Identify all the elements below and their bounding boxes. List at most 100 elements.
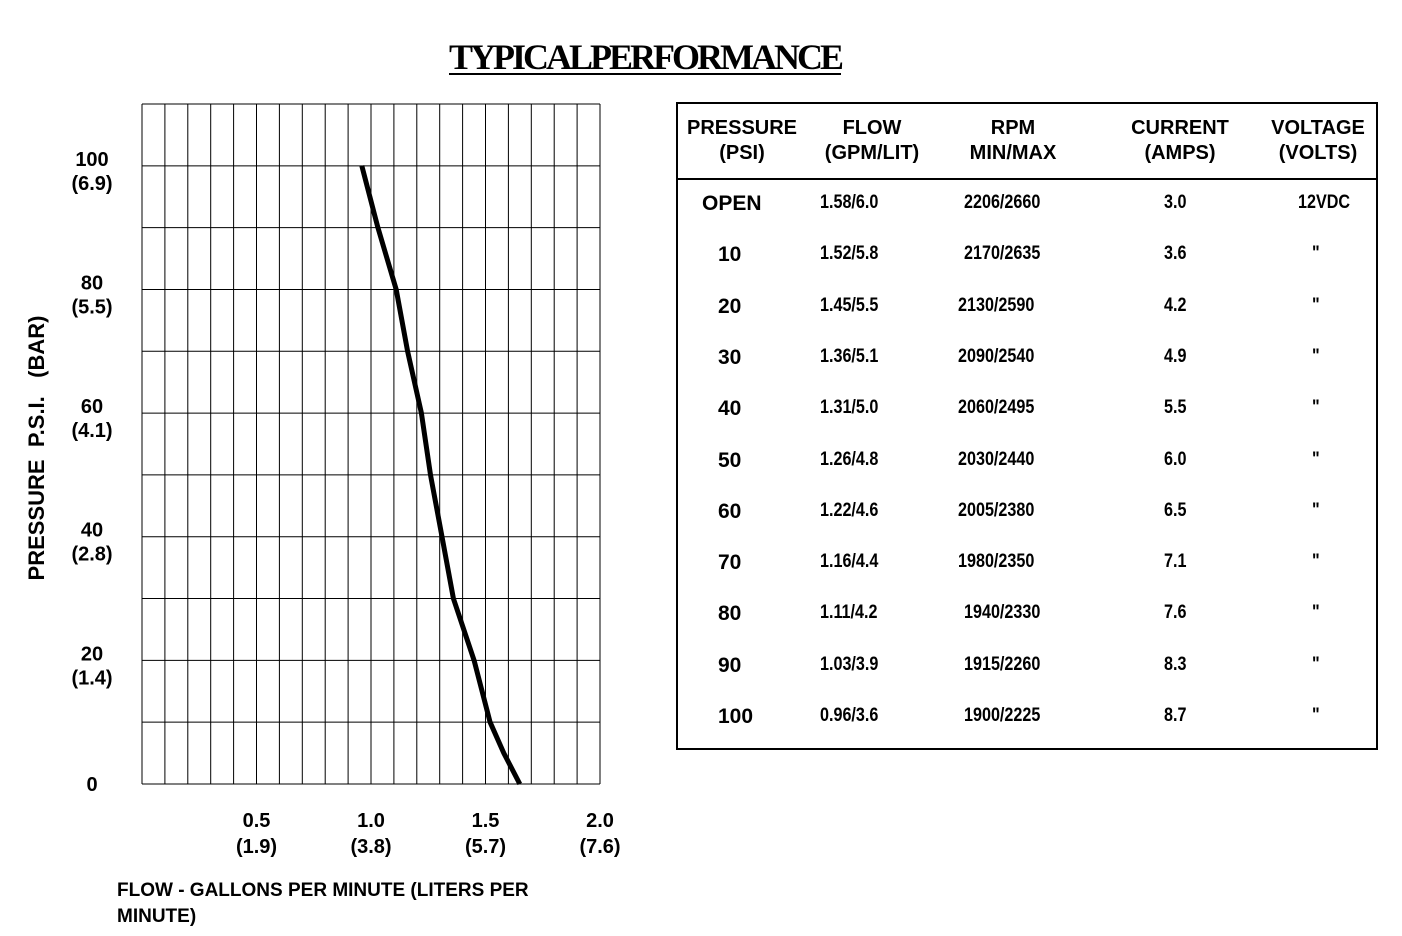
table-cell: 1915/2260 [964,653,1041,675]
table-row: 60 1.22/4.6 2005/2380 6.5 " [678,500,1376,551]
table-cell: 20 [718,294,742,318]
table-row: 80 1.11/4.2 1940/2330 7.6 " [678,602,1376,653]
table-cell: 1940/2330 [964,602,1041,624]
y-tick-label: 100 [75,149,108,171]
table-cell: 3.6 [1164,243,1187,265]
x-axis-label: FLOW - GALLONS PER MINUTE (LITERS PER MI… [117,880,529,927]
y-tick-label: 20 [81,643,103,665]
column-header: CURRENT (AMPS) [1124,116,1236,166]
x-tick-sublabel: (3.8) [350,836,391,858]
table-cell: 1.03/3.9 [820,653,879,675]
y-axis-label: PRESSURE P.S.I. (BAR) [24,315,49,581]
table-cell: 1.52/5.8 [820,243,879,265]
table-cell: 10 [718,243,742,267]
table-cell: 1980/2350 [958,551,1035,573]
table-cell: 1.45/5.5 [820,294,879,316]
column-header: RPM MIN/MAX [958,116,1068,166]
table-row: 100 0.96/3.6 1900/2225 8.7 " [678,705,1376,756]
table-row: 70 1.16/4.4 1980/2350 7.1 " [678,551,1376,602]
table-header: PRESSURE (PSI) FLOW (GPM/LIT) RPM MIN/MAX CURR… [678,104,1376,180]
table-cell: 1.31/5.0 [820,397,879,419]
table-cell: 7.6 [1164,602,1187,624]
x-tick-sublabel: (7.6) [579,836,620,858]
table-cell: OPEN [702,192,762,215]
column-header-line: (VOLTS) [1278,142,1358,164]
table-row: 90 1.03/3.9 1915/2260 8.3 " [678,654,1376,705]
table-cell: 2060/2495 [958,397,1035,419]
performance-table: PRESSURE (PSI) FLOW (GPM/LIT) RPM MIN/MAX CURR… [676,102,1378,750]
table-cell: 100 [718,705,754,728]
page-title: TYPICALPERFORMANCE [449,37,844,77]
table-cell: " [1312,294,1320,316]
table-cell: 7.1 [1164,551,1187,573]
column-header-line: CURRENT [1131,117,1229,139]
x-tick-sublabel: (1.9) [236,836,277,858]
performance-curve [359,165,523,786]
table-cell: " [1312,448,1320,470]
table-cell: 4.2 [1164,294,1187,316]
table-cell: " [1312,243,1320,265]
table-cell: 1.22/4.6 [820,499,879,521]
table-cell: 2130/2590 [958,294,1035,316]
table-cell: 60 [718,499,742,523]
x-tick-label: 1.5 [472,810,500,832]
table-cell: 90 [718,653,742,677]
table-cell: " [1312,551,1320,573]
table-cell: 50 [718,448,742,472]
column-header: FLOW (GPM/LIT) [814,116,930,166]
table-cell: " [1312,653,1320,675]
table-cell: " [1312,499,1320,521]
y-tick-sublabel: (1.4) [71,667,112,689]
x-tick-label: 1.0 [357,810,385,832]
table-cell: " [1312,397,1320,419]
table-row: OPEN 1.58/6.0 2206/2660 3.0 12VDC [678,192,1376,243]
table-cell: 2170/2635 [964,243,1041,265]
table-cell: 80 [718,602,742,626]
table-cell: " [1312,705,1320,726]
column-header-line: (PSI) [719,142,765,164]
table-cell: 70 [718,551,742,575]
table-cell: 1.26/4.8 [820,448,879,470]
table-cell: 2005/2380 [958,499,1035,521]
y-tick-sublabel: (2.8) [71,544,112,566]
chart-series [359,165,523,786]
table-cell: 2206/2660 [964,192,1041,213]
table-row: 50 1.26/4.8 2030/2440 6.0 " [678,449,1376,500]
column-header-line: FLOW [842,117,902,139]
table-row: 10 1.52/5.8 2170/2635 3.6 " [678,243,1376,294]
y-tick-label: 60 [81,396,103,418]
table-cell: 1.11/4.2 [820,602,878,624]
table-row: 30 1.36/5.1 2090/2540 4.9 " [678,346,1376,397]
chart-tick-labels: 0.5 (1.9) 1.0 (3.8) 1.5 (5.7) 2.0 (7.6) 0 20(1.4)… [71,149,620,858]
chart-grid [141,103,601,785]
table-cell: 2030/2440 [958,448,1035,470]
table-cell: 12VDC [1298,192,1351,213]
table-cell: 30 [718,345,742,369]
column-header-line: PRESSURE [686,117,798,139]
table-cell: 0.96/3.6 [820,705,879,726]
column-header-line: (AMPS) [1144,142,1216,164]
y-tick-sublabel: (6.9) [71,173,112,195]
x-tick-label: 0.5 [243,810,271,832]
table-cell: 2090/2540 [958,345,1035,367]
table-cell: 8.3 [1164,653,1187,675]
table-cell: 3.0 [1164,192,1187,213]
column-header: VOLTAGE (VOLTS) [1264,116,1372,166]
column-header: PRESSURE (PSI) [684,116,800,166]
performance-chart: 0.5 (1.9) 1.0 (3.8) 1.5 (5.7) 2.0 (7.6) 0 20(1.4)… [71,103,621,858]
x-tick-label: 2.0 [586,810,614,832]
column-header-line: RPM [990,117,1036,139]
y-tick-sublabel: (5.5) [71,296,112,318]
table-cell: 1900/2225 [964,705,1041,726]
table-cell: " [1312,345,1320,367]
table-cell: 8.7 [1164,705,1187,726]
table-row: 20 1.45/5.5 2130/2590 4.2 " [678,295,1376,346]
table-cell: 4.9 [1164,345,1187,367]
y-tick-label: 40 [81,520,103,542]
table-cell: 5.5 [1164,397,1187,419]
table-cell: 6.0 [1164,448,1187,470]
table-cell: 6.5 [1164,499,1187,521]
column-header-line: MIN/MAX [969,142,1057,164]
y-tick-label: 80 [81,272,103,294]
x-tick-sublabel: (5.7) [465,836,506,858]
